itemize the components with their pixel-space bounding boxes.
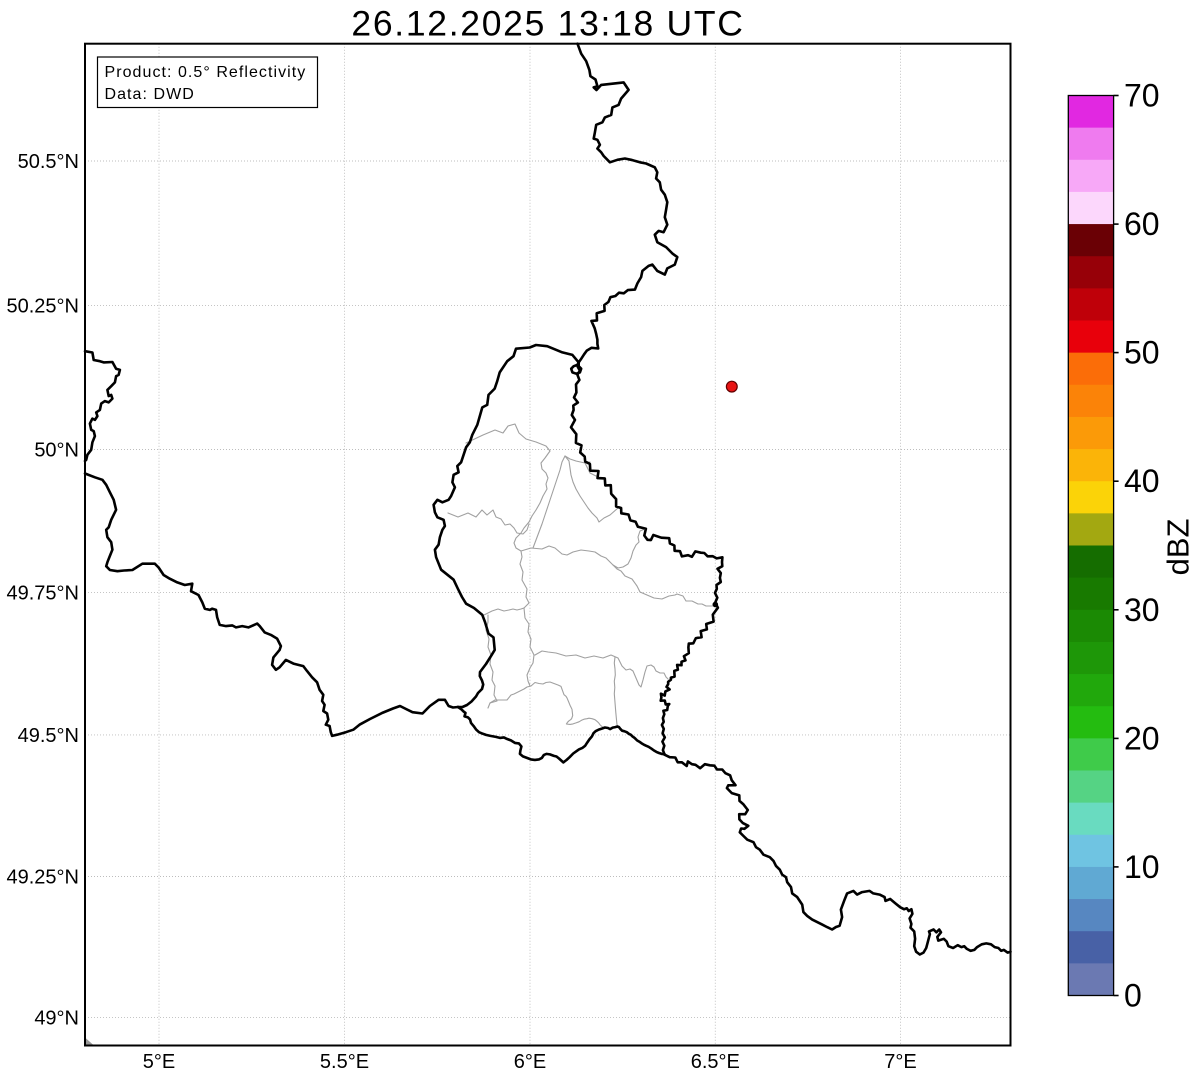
svg-text:50°N: 50°N: [34, 440, 79, 462]
svg-text:5°E: 5°E: [143, 1051, 175, 1073]
svg-text:20: 20: [1124, 720, 1160, 756]
svg-text:30: 30: [1124, 592, 1160, 628]
svg-text:49°N: 49°N: [34, 1007, 79, 1029]
svg-text:10: 10: [1124, 849, 1160, 885]
svg-text:0: 0: [1124, 978, 1142, 1014]
svg-text:50.5°N: 50.5°N: [18, 151, 79, 173]
svg-text:49.25°N: 49.25°N: [7, 867, 80, 889]
svg-text:50: 50: [1124, 335, 1160, 371]
svg-text:40: 40: [1124, 463, 1160, 499]
svg-text:6°E: 6°E: [514, 1051, 546, 1073]
svg-text:6.5°E: 6.5°E: [691, 1051, 740, 1073]
svg-text:5.5°E: 5.5°E: [320, 1051, 369, 1073]
svg-text:49.75°N: 49.75°N: [7, 583, 80, 605]
svg-text:60: 60: [1124, 206, 1160, 242]
svg-text:49.5°N: 49.5°N: [18, 725, 79, 747]
svg-text:dBZ: dBZ: [1161, 519, 1196, 576]
svg-text:26.12.2025 13:18 UTC: 26.12.2025 13:18 UTC: [351, 4, 744, 44]
svg-text:50.25°N: 50.25°N: [7, 296, 80, 318]
svg-text:7°E: 7°E: [884, 1051, 916, 1073]
svg-text:Product: 0.5° Reflectivity: Product: 0.5° Reflectivity: [105, 64, 307, 81]
svg-text:70: 70: [1124, 78, 1160, 114]
svg-text:Data: DWD: Data: DWD: [105, 86, 195, 103]
